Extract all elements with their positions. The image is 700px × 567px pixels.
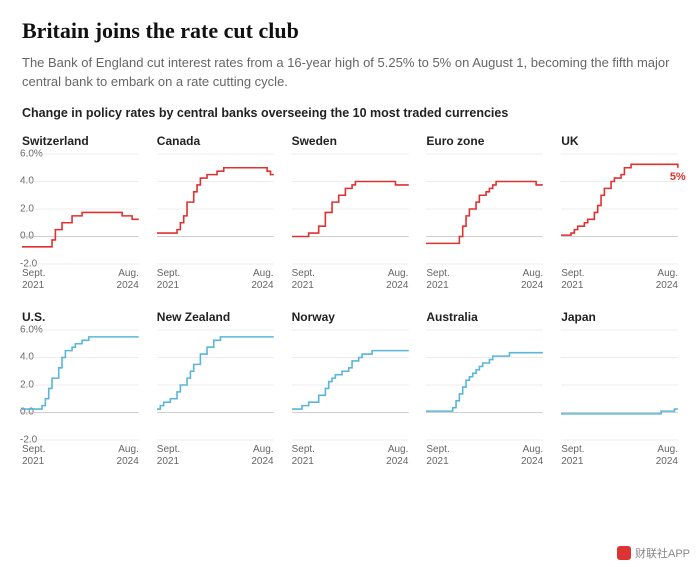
x-axis-labels: Sept.2021Aug.2024 [292,444,409,468]
chart-area [157,330,274,440]
panel-uk: UK 5% Sept.2021Aug.2024 [561,134,678,292]
x-axis-labels: Sept.2021Aug.2024 [22,268,139,292]
panel-u-s-: U.S. -2.00.02.04.06.0% Sept.2021Aug.2024 [22,310,139,468]
subtitle: The Bank of England cut interest rates f… [22,54,678,92]
small-multiples-grid: Switzerland -2.00.02.04.06.0% Sept.2021Aug… [22,134,678,468]
chart-area [426,330,543,440]
panel-title: Australia [426,310,543,324]
watermark-icon [617,546,631,560]
panel-norway: Norway Sept.2021Aug.2024 [292,310,409,468]
panel-title: Switzerland [22,134,139,148]
panel-sweden: Sweden Sept.2021Aug.2024 [292,134,409,292]
chart-area: -2.00.02.04.06.0% [22,154,139,264]
x-axis-labels: Sept.2021Aug.2024 [157,268,274,292]
watermark: 财联社APP [617,545,690,561]
panel-title: Sweden [292,134,409,148]
panel-canada: Canada Sept.2021Aug.2024 [157,134,274,292]
panel-japan: Japan Sept.2021Aug.2024 [561,310,678,468]
panel-title: New Zealand [157,310,274,324]
panel-title: U.S. [22,310,139,324]
panel-title: Japan [561,310,678,324]
x-axis-labels: Sept.2021Aug.2024 [426,444,543,468]
x-axis-labels: Sept.2021Aug.2024 [426,268,543,292]
page-title: Britain joins the rate cut club [22,18,678,44]
panel-new-zealand: New Zealand Sept.2021Aug.2024 [157,310,274,468]
panel-australia: Australia Sept.2021Aug.2024 [426,310,543,468]
panel-switzerland: Switzerland -2.00.02.04.06.0% Sept.2021Aug… [22,134,139,292]
x-axis-labels: Sept.2021Aug.2024 [292,268,409,292]
watermark-text: 财联社APP [635,545,690,561]
chart-area [561,330,678,440]
chart-area: 5% [561,154,678,264]
chart-area: -2.00.02.04.06.0% [22,330,139,440]
chart-area [157,154,274,264]
chart-heading: Change in policy rates by central banks … [22,106,678,120]
chart-area [292,154,409,264]
x-axis-labels: Sept.2021Aug.2024 [22,444,139,468]
panel-title: Norway [292,310,409,324]
chart-area [426,154,543,264]
chart-area [292,330,409,440]
annotation: 5% [670,171,686,183]
panel-euro-zone: Euro zone Sept.2021Aug.2024 [426,134,543,292]
panel-title: UK [561,134,678,148]
panel-title: Canada [157,134,274,148]
x-axis-labels: Sept.2021Aug.2024 [561,268,678,292]
x-axis-labels: Sept.2021Aug.2024 [561,444,678,468]
x-axis-labels: Sept.2021Aug.2024 [157,444,274,468]
panel-title: Euro zone [426,134,543,148]
